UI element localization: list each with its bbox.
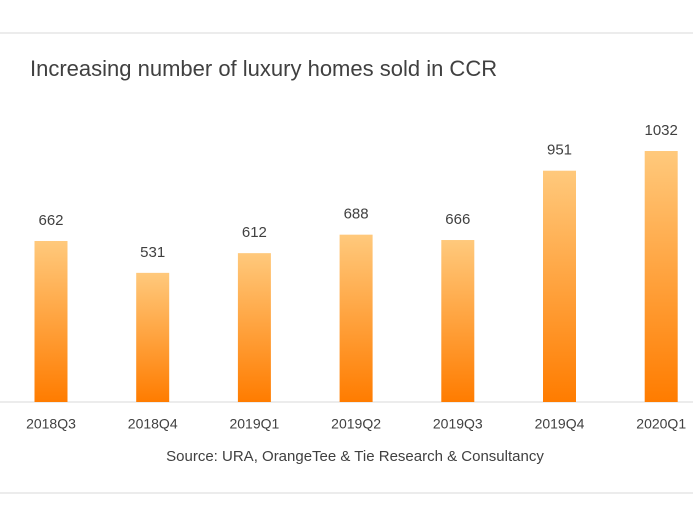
bar	[441, 240, 475, 402]
x-tick-label: 2019Q4	[535, 416, 585, 432]
data-label: 612	[242, 224, 267, 241]
bar	[644, 151, 678, 402]
bar	[339, 234, 373, 402]
bar	[34, 240, 68, 402]
x-tick-label: 2019Q3	[433, 416, 483, 432]
source-note: Source: URA, OrangeTee & Tie Research & …	[166, 448, 544, 465]
x-tick-label: 2019Q1	[229, 416, 279, 432]
x-tick-label: 2018Q4	[128, 416, 178, 432]
bar	[136, 272, 170, 402]
chart-title: Increasing number of luxury homes sold i…	[30, 56, 497, 81]
data-label: 531	[140, 244, 165, 261]
bar	[237, 253, 271, 402]
data-label: 1032	[645, 122, 678, 139]
data-label: 662	[38, 212, 63, 229]
data-label: 951	[547, 142, 572, 159]
data-label: 666	[445, 211, 470, 228]
bar	[543, 170, 576, 402]
x-tick-label: 2019Q2	[331, 416, 381, 432]
x-tick-label: 2018Q3	[26, 416, 76, 432]
x-tick-label: 2020Q1	[636, 416, 686, 432]
data-label: 688	[344, 206, 369, 223]
